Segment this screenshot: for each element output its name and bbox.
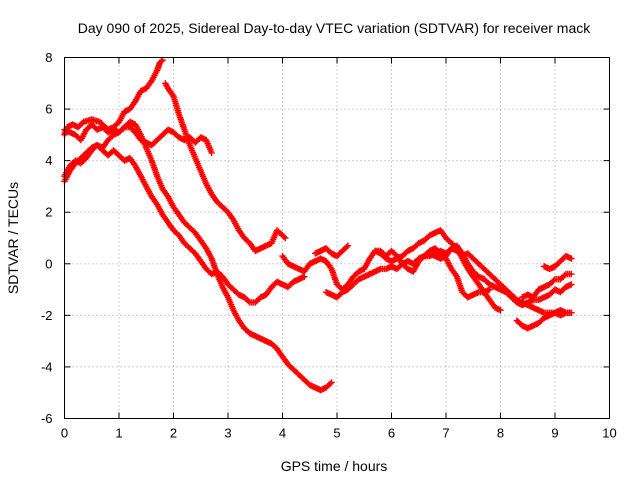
series-track-6 <box>279 227 504 314</box>
data-point <box>550 277 557 284</box>
data-point <box>280 233 288 240</box>
chart-title: Day 090 of 2025, Sidereal Day-to-day VTE… <box>78 20 591 36</box>
data-point <box>208 149 215 157</box>
data-point <box>568 309 575 316</box>
x-tick-label: 5 <box>333 426 340 441</box>
x-tick-label: 4 <box>279 426 286 441</box>
y-tick-label: 6 <box>45 102 52 117</box>
series-track-1 <box>61 56 166 139</box>
x-tick-label: 9 <box>551 426 558 441</box>
series-track-7 <box>312 242 352 260</box>
data-point <box>326 380 334 387</box>
data-point <box>328 379 335 386</box>
x-tick-label: 0 <box>61 426 68 441</box>
x-tick-label: 6 <box>388 426 395 441</box>
y-axis-label: SDTVAR / TECUs <box>5 182 21 294</box>
data-point <box>561 272 568 279</box>
y-tick-label: 2 <box>45 205 52 220</box>
data-series <box>61 56 575 394</box>
y-tick-label: -6 <box>41 411 53 426</box>
grid-lines <box>64 57 610 419</box>
data-point <box>158 58 165 65</box>
series-track-5 <box>61 141 308 306</box>
series-track-13 <box>513 309 575 332</box>
y-tick-label: 0 <box>45 256 52 271</box>
axes: 0 1 2 3 4 5 6 7 8 9 10 -6 -4 -2 0 2 4 6 8 <box>41 50 617 441</box>
data-point <box>245 297 252 305</box>
data-point <box>568 255 575 262</box>
y-tick-label: -2 <box>41 308 53 323</box>
y-tick-label: -4 <box>41 359 53 374</box>
series-track-11 <box>519 270 575 301</box>
series-track-12 <box>540 252 575 273</box>
x-tick-label: 8 <box>497 426 504 441</box>
y-tick-label: 4 <box>45 153 52 168</box>
x-axis-label: GPS time / hours <box>281 458 388 474</box>
y-tick-label: 8 <box>45 50 52 65</box>
data-point <box>343 243 350 251</box>
data-point <box>282 234 289 242</box>
x-tick-label: 1 <box>115 426 122 441</box>
data-point <box>497 307 504 314</box>
x-tick-label: 3 <box>224 426 231 441</box>
x-tick-label: 2 <box>170 426 177 441</box>
data-point <box>344 242 352 249</box>
series-track-10 <box>421 242 575 309</box>
series-track-2 <box>162 80 289 255</box>
data-point <box>568 270 575 278</box>
data-point <box>568 281 575 288</box>
x-tick-label: 7 <box>442 426 449 441</box>
x-tick-label: 10 <box>602 426 616 441</box>
